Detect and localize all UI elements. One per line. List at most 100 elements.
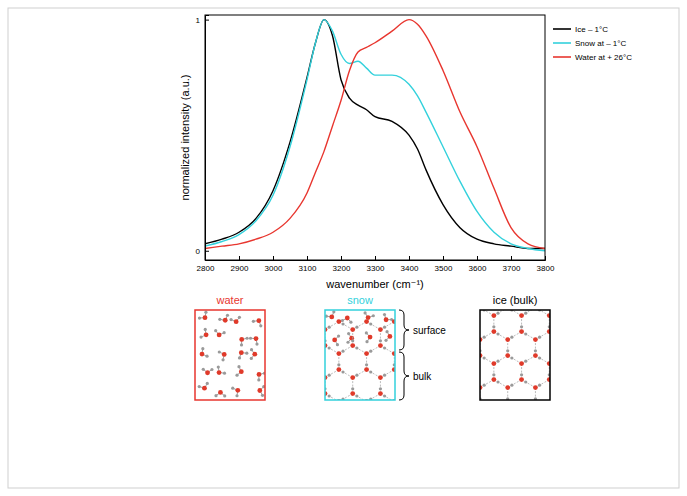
hydrogen-atom: [496, 332, 499, 335]
oxygen-atom: [491, 313, 496, 318]
figure: 2800290030003100320033003400350036003700…: [0, 0, 687, 496]
x-tick-label: 2900: [231, 264, 249, 273]
hydrogen-atom: [249, 337, 252, 340]
x-tick-label: 3300: [367, 264, 385, 273]
oxygen-atom: [384, 317, 389, 322]
hydrogen-bond: [339, 370, 353, 378]
oxygen-atom: [239, 350, 244, 355]
x-tick: 3700: [503, 256, 521, 273]
oxygen-atom: [505, 337, 510, 342]
water-molecule: [214, 390, 226, 397]
hydrogen-atom: [337, 334, 340, 337]
x-tick: 3500: [435, 256, 453, 273]
oxygen-atom: [256, 318, 261, 323]
water-molecule: [383, 313, 393, 322]
spectrum-line: [205, 20, 545, 249]
hydrogen-atom: [355, 394, 358, 397]
oxygen-atom: [533, 337, 538, 342]
water-molecule: [235, 365, 243, 377]
oxygen-atom: [519, 313, 524, 318]
hydrogen-atom: [349, 321, 352, 324]
hydrogen-atom: [383, 313, 386, 316]
hydrogen-atom: [202, 368, 205, 371]
hydrogen-atom: [341, 370, 344, 373]
panel-box: [195, 310, 265, 400]
hydrogen-bond: [339, 346, 353, 354]
y-axis-line: [206, 16, 210, 261]
hydrogen-atom: [383, 346, 386, 349]
hydrogen-atom: [210, 368, 213, 371]
legend-label: Water at + 26°C: [575, 53, 632, 62]
x-axis-line: [206, 256, 546, 261]
legend-swatch: [553, 56, 571, 58]
x-axis-title: wavenumber (cm⁻¹): [325, 278, 424, 290]
water-molecule: [257, 372, 265, 382]
x-tick-mark: [239, 256, 240, 260]
hydrogen-atom: [231, 387, 234, 390]
x-tick-label: 2800: [197, 264, 215, 273]
oxygen-atom: [332, 337, 337, 342]
hydrogen-atom: [206, 382, 209, 385]
y-tick: 1: [196, 16, 209, 25]
oxygen-atom: [378, 343, 383, 348]
hydrogen-atom: [384, 339, 387, 342]
hydrogen-atom: [201, 347, 204, 350]
oxygen-atom: [329, 315, 334, 320]
brace: [399, 352, 409, 400]
hydrogen-atom: [496, 360, 499, 363]
hydrogen-bond: [494, 380, 508, 388]
hydrogen-atom: [245, 352, 248, 355]
hydrogen-atom: [369, 322, 372, 325]
hydrogen-atom: [217, 366, 220, 369]
hydrogen-atom: [520, 373, 523, 376]
hydrogen-atom: [238, 356, 241, 359]
hydrogen-bond: [508, 332, 522, 340]
x-tick-label: 3500: [435, 264, 453, 273]
oxygen-atom: [200, 352, 205, 357]
hydrogen-atom: [372, 314, 375, 317]
oxygen-atom: [378, 391, 383, 396]
x-tick: 3100: [299, 256, 317, 273]
hydrogen-atom: [240, 343, 243, 346]
panel-box: [480, 310, 550, 400]
hydrogen-bond: [380, 370, 394, 378]
hydrogen-atom: [255, 342, 258, 345]
hydrogen-bond: [508, 380, 522, 388]
panel-label: water: [216, 294, 244, 306]
oxygen-atom: [519, 361, 524, 366]
x-tick: 3000: [265, 256, 283, 273]
oxygen-atom: [364, 319, 369, 324]
oxygen-atom: [254, 336, 259, 341]
hydrogen-atom: [223, 331, 226, 334]
brace-label: bulk: [413, 371, 432, 382]
hydrogen-bond: [380, 322, 394, 330]
oxygen-atom: [202, 386, 207, 391]
x-tick: 2900: [231, 256, 249, 273]
panel-label: snow: [347, 294, 373, 306]
hydrogen-atom: [218, 318, 221, 321]
hydrogen-atom: [379, 387, 382, 390]
oxygen-atom: [239, 369, 244, 374]
hydrogen-bond: [494, 332, 508, 340]
hydrogen-atom: [383, 394, 386, 397]
hydrogen-bond: [353, 322, 367, 330]
hydrogen-atom: [524, 360, 527, 363]
water-molecule: [332, 334, 340, 346]
hydrogen-atom: [204, 311, 207, 314]
oxygen-atom: [345, 316, 350, 321]
hydrogen-atom: [223, 372, 226, 375]
hydrogen-atom: [385, 330, 388, 333]
x-tick-mark: [409, 256, 410, 260]
oxygen-atom: [350, 391, 355, 396]
y-tick-mark: [205, 251, 209, 252]
legend-label: Snow at – 1°C: [575, 39, 626, 48]
water-molecule: [202, 368, 214, 375]
oxygen-atom: [364, 367, 369, 372]
x-tick-mark: [273, 256, 274, 260]
hydrogen-atom: [365, 331, 368, 334]
x-tick-label: 3700: [503, 264, 521, 273]
panel-label: ice (bulk): [493, 294, 538, 306]
hydrogen-atom: [483, 356, 486, 359]
hydrogen-atom: [364, 311, 367, 314]
oxygen-atom: [217, 333, 222, 338]
